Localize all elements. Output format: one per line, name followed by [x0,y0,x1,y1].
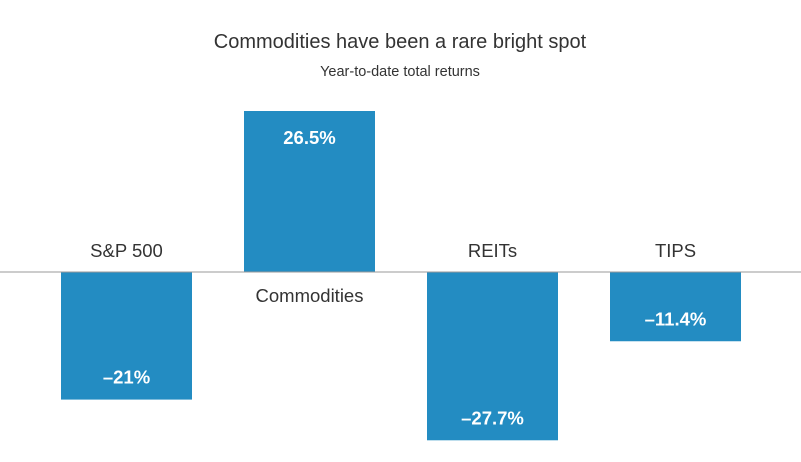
category-label-2: REITs [468,240,517,261]
value-label-3: –11.4% [645,308,707,329]
value-label-1: 26.5% [283,127,335,148]
category-label-3: TIPS [655,240,696,261]
chart-title: Commodities have been a rare bright spot [214,31,587,53]
value-label-2: –27.7% [461,407,524,428]
bar-2 [427,272,558,441]
category-label-1: Commodities [256,285,364,306]
bar-3 [610,272,741,342]
value-label-0: –21% [103,367,150,388]
bars-layer [61,111,741,441]
bar-0 [61,272,192,400]
chart-subtitle: Year-to-date total returns [320,64,480,80]
bar-1 [244,111,375,272]
category-label-0: S&P 500 [90,240,163,261]
labels-layer: –21% S&P 500 26.5% Commodities –27.7% REITs –1… [90,127,706,428]
